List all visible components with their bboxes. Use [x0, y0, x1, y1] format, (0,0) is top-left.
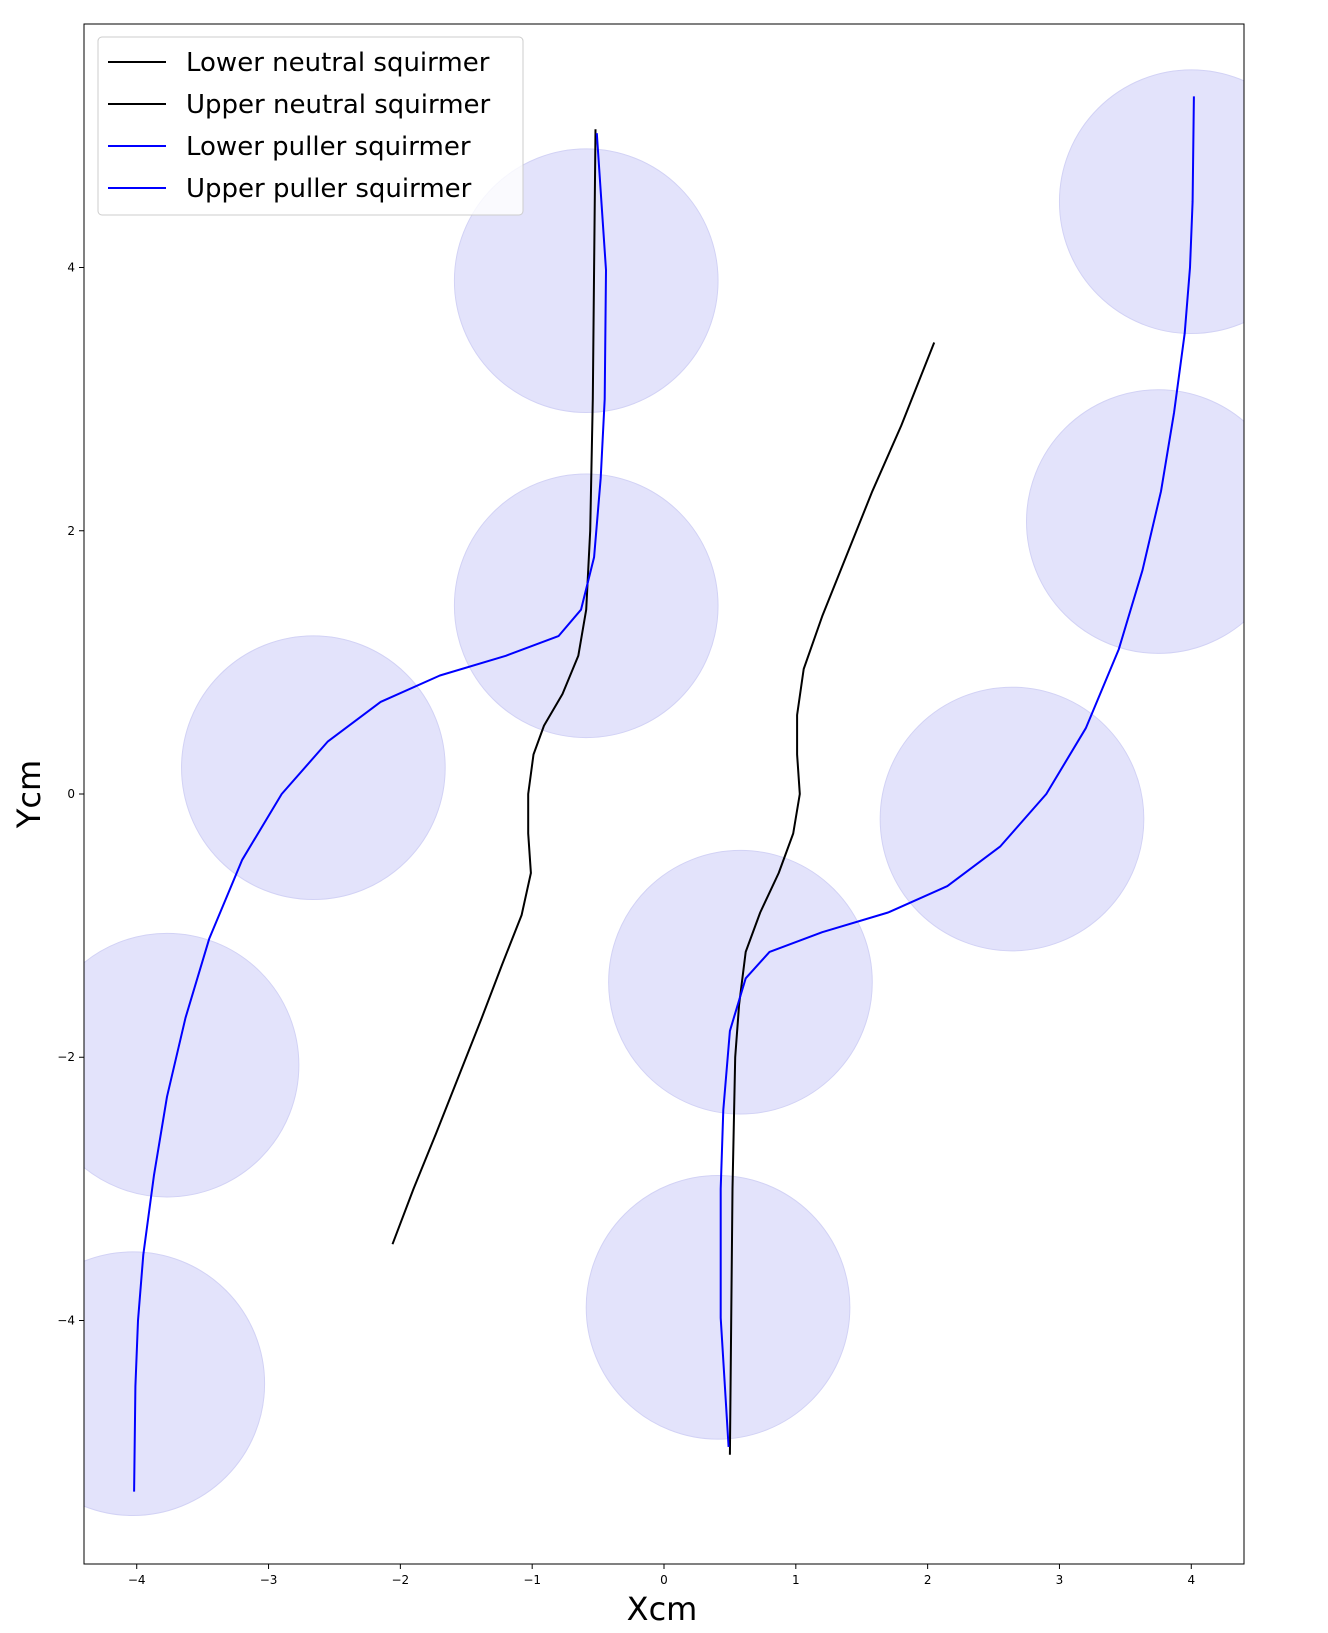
legend: Lower neutral squirmer Upper neutral squi… [97, 36, 524, 216]
x-tick-label-3: −1 [523, 1573, 541, 1587]
y-axis-ticks: −4 −2 0 2 4 [57, 261, 84, 1327]
obstacle-circle-7 [879, 686, 1145, 952]
x-tick-label-4: 0 [660, 1573, 668, 1587]
obstacle-circle-4 [84, 1251, 266, 1516]
x-tick-label-0: −4 [128, 1573, 146, 1587]
x-tick-label-2: −2 [392, 1573, 410, 1587]
obstacle-circle-9 [1058, 69, 1244, 334]
x-tick-label-7: 3 [1056, 1573, 1064, 1587]
series-line-0 [391, 129, 597, 1245]
x-tick-label-1: −3 [260, 1573, 278, 1587]
obstacle-circle-2 [181, 635, 446, 900]
x-axis-label: Xcm [627, 1590, 698, 1628]
y-tick-label-2: 0 [67, 787, 75, 801]
y-axis-label: Ycm [10, 760, 48, 829]
obstacle-circles [84, 69, 1244, 1516]
series-line-3 [719, 96, 1195, 1447]
y-tick-label-4: 4 [67, 261, 75, 275]
trajectory-lines [133, 96, 1195, 1492]
legend-label-1: Upper neutral squirmer [186, 90, 491, 120]
y-tick-label-0: −4 [57, 1313, 75, 1327]
obstacle-circle-8 [1026, 389, 1244, 654]
obstacle-circle-3 [84, 932, 300, 1198]
series-line-1 [728, 342, 936, 1455]
series-line-2 [133, 133, 607, 1492]
x-tick-label-5: 1 [792, 1573, 800, 1587]
x-tick-label-8: 4 [1187, 1573, 1195, 1587]
y-tick-label-3: 2 [67, 524, 75, 538]
y-tick-label-1: −2 [57, 1050, 75, 1064]
legend-box [97, 36, 524, 216]
legend-label-3: Upper puller squirmer [186, 174, 472, 204]
obstacle-circle-6 [585, 1175, 851, 1440]
legend-label-2: Lower puller squirmer [186, 132, 471, 162]
obstacle-circle-5 [608, 849, 873, 1115]
x-tick-label-6: 2 [924, 1573, 932, 1587]
legend-label-0: Lower neutral squirmer [186, 48, 490, 78]
x-axis-ticks: −4 −3 −2 −1 0 1 2 3 4 [128, 1564, 1195, 1587]
